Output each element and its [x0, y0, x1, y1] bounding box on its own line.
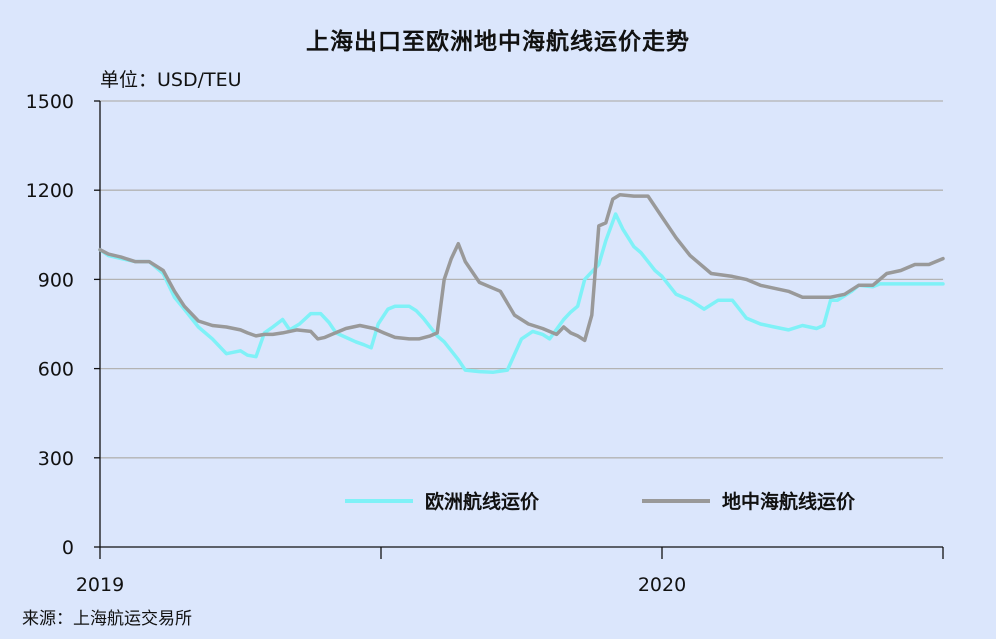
y-tick-label: 300: [38, 448, 74, 470]
y-axis-tick-labels: 0 300 600 900 1200 1500: [26, 91, 74, 559]
legend: 欧洲航线运价 地中海航线运价: [345, 490, 856, 513]
series-line-1: [98, 212, 945, 374]
y-tick-label: 0: [62, 537, 74, 559]
unit-label: 单位：USD/TEU: [100, 69, 242, 91]
chart-title: 上海出口至欧洲地中海航线运价走势: [306, 29, 690, 55]
y-tick-label: 600: [38, 359, 74, 381]
y-tick-label: 900: [38, 269, 74, 291]
legend-label-1: 欧洲航线运价: [425, 490, 540, 513]
legend-label-2: 地中海航线运价: [722, 490, 856, 513]
source-note: 来源：上海航运交易所: [22, 609, 192, 629]
axes: [94, 100, 944, 559]
x-axis-tick-labels: 2019 2020: [76, 574, 686, 596]
series-lines: [98, 192, 945, 374]
y-tick-label: 1500: [26, 91, 74, 113]
x-tick-label: 2020: [638, 574, 686, 596]
series-line-2: [98, 192, 945, 343]
grid-lines: [100, 100, 943, 459]
x-tick-label: 2019: [76, 574, 124, 596]
y-tick-label: 1200: [26, 180, 74, 202]
